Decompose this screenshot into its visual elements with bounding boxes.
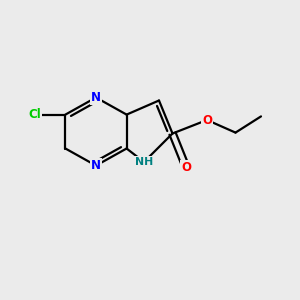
Text: NH: NH (135, 157, 153, 167)
Text: O: O (181, 160, 191, 174)
Text: O: O (202, 113, 212, 127)
Text: N: N (91, 91, 101, 104)
Text: Cl: Cl (28, 108, 41, 121)
Text: N: N (91, 159, 101, 172)
